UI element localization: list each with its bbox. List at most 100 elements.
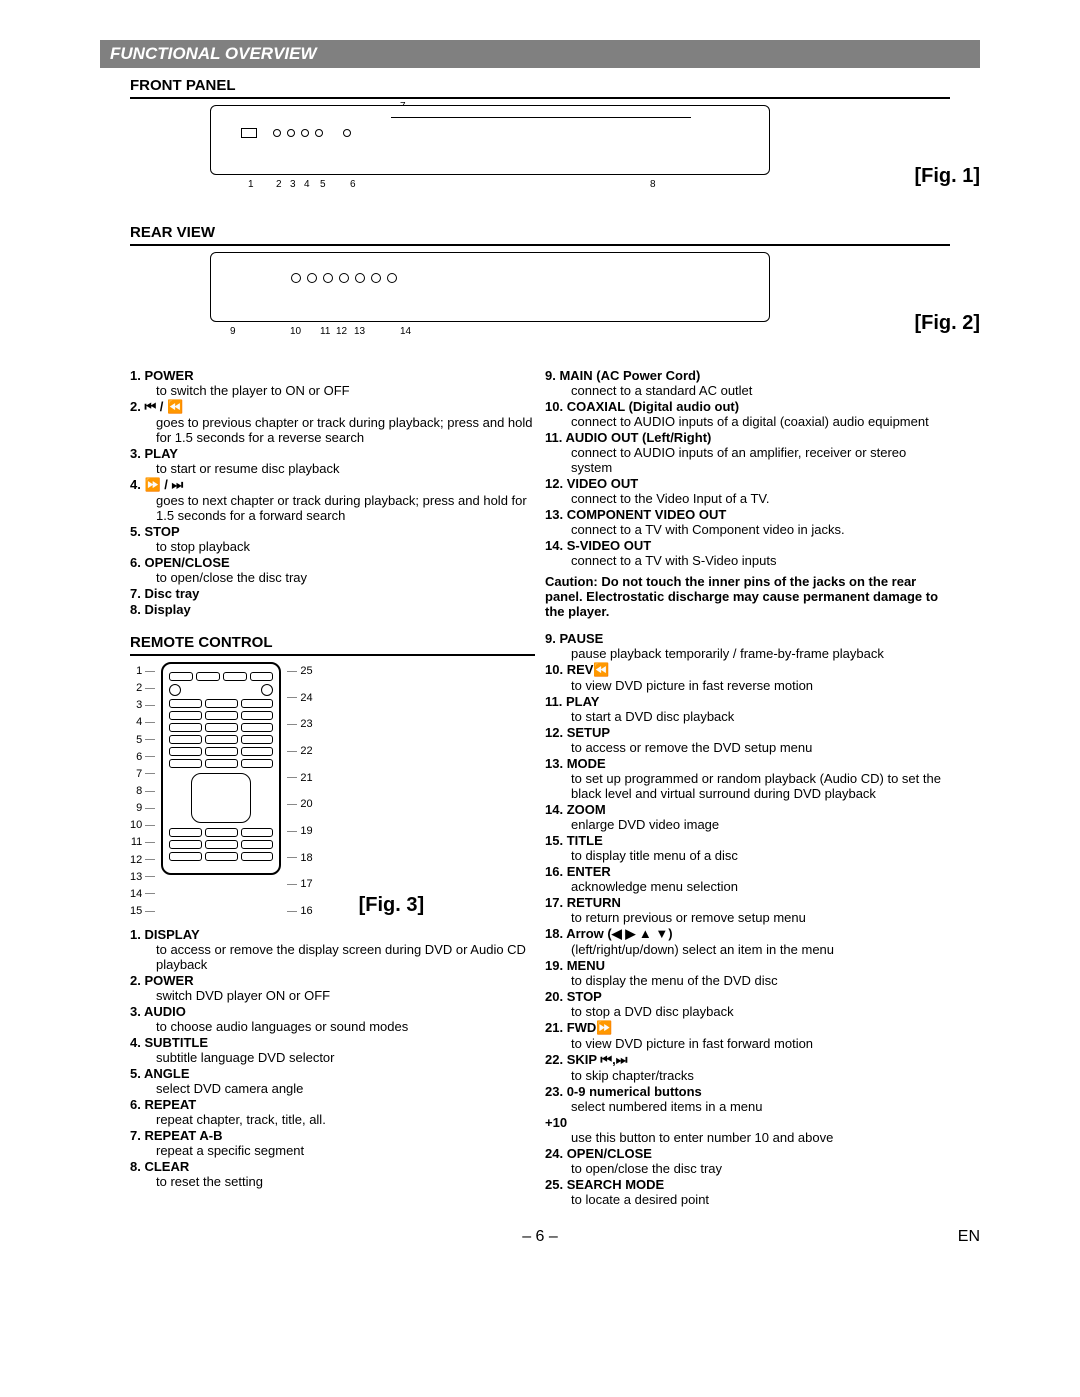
list-item: 9. MAIN (AC Power Cord)connect to a stan… — [545, 368, 950, 398]
fig2-label: [Fig. 2] — [914, 312, 980, 335]
callout: 14 — [400, 326, 411, 337]
remote-callout: 13 — [130, 872, 155, 883]
remote-body — [161, 662, 281, 875]
page-number: – 6 – — [522, 1228, 558, 1245]
page-footer: – 6 – EN — [100, 1228, 980, 1246]
remote-callout: 23 — [287, 719, 312, 730]
list-item: 13. MODEto set up programmed or random p… — [545, 756, 950, 801]
callout: 4 — [304, 179, 310, 190]
callout: 5 — [320, 179, 326, 190]
list-item: 16. ENTERacknowledge menu selection — [545, 864, 950, 894]
list-item: 8. Display — [130, 602, 535, 617]
remote-callout: 12 — [130, 855, 155, 866]
remote-diagram: 1 2 3 4 5 6 7 8 9 10 11 12 13 14 15 25 2… — [130, 662, 505, 917]
remote-callout: 17 — [287, 879, 312, 890]
list-item: 12. SETUPto access or remove the DVD set… — [545, 725, 950, 755]
panel-left-column: 1. POWERto switch the player to ON or OF… — [130, 368, 535, 619]
callout: 1 — [248, 179, 254, 190]
fig1-label: [Fig. 1] — [914, 165, 980, 188]
list-item: 7. REPEAT A-Brepeat a specific segment — [130, 1128, 535, 1158]
list-item: 14. ZOOMenlarge DVD video image — [545, 802, 950, 832]
callout: 9 — [230, 326, 236, 337]
list-item: 19. MENUto display the menu of the DVD d… — [545, 958, 950, 988]
list-item: 22. SKIP ⏮,⏭to skip chapter/tracks — [545, 1052, 950, 1083]
list-item: 1. POWERto switch the player to ON or OF… — [130, 368, 535, 398]
list-item: 24. OPEN/CLOSEto open/close the disc tra… — [545, 1146, 950, 1176]
list-item: 12. VIDEO OUTconnect to the Video Input … — [545, 476, 950, 506]
remote-right-list: 9. PAUSEpause playback temporarily / fra… — [545, 631, 950, 1207]
remote-callout: 18 — [287, 853, 312, 864]
list-item: 15. TITLEto display title menu of a disc — [545, 833, 950, 863]
list-item: 5. ANGLEselect DVD camera angle — [130, 1066, 535, 1096]
remote-callout: 6 — [130, 752, 155, 763]
callout: 6 — [350, 179, 356, 190]
rear-panel-box — [210, 252, 770, 322]
list-item: 2. ⏮ / ⏪goes to previous chapter or trac… — [130, 399, 535, 445]
list-item: 21. FWD⏩to view DVD picture in fast forw… — [545, 1020, 950, 1051]
callout: 3 — [290, 179, 296, 190]
remote-callout: 7 — [130, 769, 155, 780]
list-item: 3. PLAYto start or resume disc playback — [130, 446, 535, 476]
remote-callout: 1 — [130, 666, 155, 677]
list-item: +10use this button to enter number 10 an… — [545, 1115, 950, 1145]
list-item: 6. REPEATrepeat chapter, track, title, a… — [130, 1097, 535, 1127]
fig3-label: [Fig. 3] — [359, 894, 425, 917]
panel-right-column: 9. MAIN (AC Power Cord)connect to a stan… — [545, 368, 950, 619]
list-item: 4. ⏩ / ⏭goes to next chapter or track du… — [130, 477, 535, 523]
caution-text: Caution: Do not touch the inner pins of … — [545, 574, 950, 619]
remote-heading: REMOTE CONTROL — [130, 631, 535, 656]
list-item: 17. RETURNto return previous or remove s… — [545, 895, 950, 925]
list-item: 13. COMPONENT VIDEO OUTconnect to a TV w… — [545, 507, 950, 537]
list-item: 11. AUDIO OUT (Left/Right)connect to AUD… — [545, 430, 950, 475]
list-item: 7. Disc tray — [130, 586, 535, 601]
remote-callout: 16 — [287, 906, 312, 917]
callout: 10 — [290, 326, 301, 337]
remote-callout: 15 — [130, 906, 155, 917]
list-item: 20. STOPto stop a DVD disc playback — [545, 989, 950, 1019]
front-panel-heading: FRONT PANEL — [130, 74, 950, 99]
rear-view-heading: REAR VIEW — [130, 221, 950, 246]
panel-descriptions: 1. POWERto switch the player to ON or OF… — [130, 368, 950, 619]
callout: 12 — [336, 326, 347, 337]
remote-callout: 22 — [287, 746, 312, 757]
list-item: 18. Arrow (◀ ▶ ▲ ▼)(left/right/up/down) … — [545, 926, 950, 957]
list-item: 8. CLEARto reset the setting — [130, 1159, 535, 1189]
remote-left-list: 1. DISPLAYto access or remove the displa… — [130, 927, 535, 1189]
remote-callout: 14 — [130, 889, 155, 900]
remote-callout: 24 — [287, 693, 312, 704]
remote-callout: 10 — [130, 820, 155, 831]
callout: 11 — [320, 326, 330, 337]
list-item: 9. PAUSEpause playback temporarily / fra… — [545, 631, 950, 661]
remote-callout: 4 — [130, 717, 155, 728]
list-item: 25. SEARCH MODEto locate a desired point — [545, 1177, 950, 1207]
remote-callout: 11 — [130, 837, 155, 848]
list-item: 14. S-VIDEO OUTconnect to a TV with S-Vi… — [545, 538, 950, 568]
list-item: 6. OPEN/CLOSEto open/close the disc tray — [130, 555, 535, 585]
list-item: 2. POWERswitch DVD player ON or OFF — [130, 973, 535, 1003]
remote-callout: 3 — [130, 700, 155, 711]
callout: 13 — [354, 326, 365, 337]
remote-callout: 25 — [287, 666, 312, 677]
front-panel-box — [210, 105, 770, 175]
lang-indicator: EN — [958, 1228, 980, 1246]
list-item: 3. AUDIOto choose audio languages or sou… — [130, 1004, 535, 1034]
list-item: 5. STOPto stop playback — [130, 524, 535, 554]
list-item: 1. DISPLAYto access or remove the displa… — [130, 927, 535, 972]
section-header: FUNCTIONAL OVERVIEW — [100, 40, 980, 68]
rear-panel-diagram: 9 10 11 12 13 14 [Fig. 2] — [130, 252, 950, 362]
list-item: 10. COAXIAL (Digital audio out)connect t… — [545, 399, 950, 429]
remote-callout: 5 — [130, 735, 155, 746]
list-item: 11. PLAYto start a DVD disc playback — [545, 694, 950, 724]
list-item: 10. REV⏪to view DVD picture in fast reve… — [545, 662, 950, 693]
front-panel-diagram: 7 1 2 3 4 5 6 8 [Fig. 1] — [130, 105, 950, 215]
list-item: 23. 0-9 numerical buttonsselect numbered… — [545, 1084, 950, 1114]
callout: 8 — [650, 179, 656, 190]
callout: 2 — [276, 179, 282, 190]
remote-callout: 2 — [130, 683, 155, 694]
remote-callout: 9 — [130, 803, 155, 814]
remote-callout: 8 — [130, 786, 155, 797]
list-item: 4. SUBTITLEsubtitle language DVD selecto… — [130, 1035, 535, 1065]
remote-callout: 20 — [287, 799, 312, 810]
remote-callout: 21 — [287, 773, 312, 784]
remote-callout: 19 — [287, 826, 312, 837]
